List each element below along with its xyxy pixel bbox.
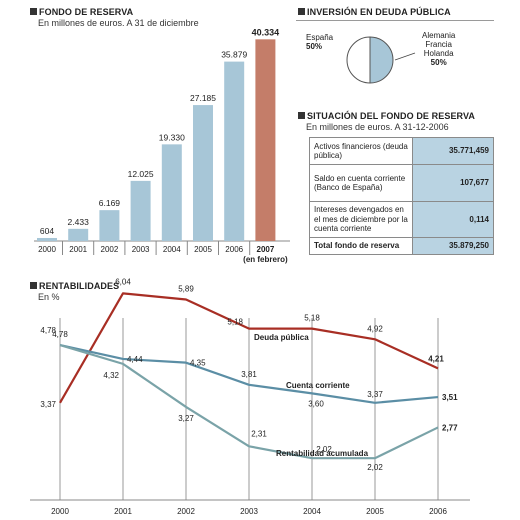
bar-value-label: 12.025 bbox=[128, 169, 154, 179]
data-label: 3,81 bbox=[241, 370, 257, 379]
x-tick-label: 2006 bbox=[429, 507, 447, 516]
data-label: 2,31 bbox=[251, 429, 267, 438]
bullet-square-icon bbox=[298, 112, 305, 119]
bar-2003 bbox=[130, 180, 151, 241]
inversion-pie-chart bbox=[346, 36, 416, 84]
data-label: 5,18 bbox=[227, 318, 243, 327]
inversion-title: INVERSIÓN EN DEUDA PÚBLICA bbox=[298, 7, 451, 17]
data-label: 4,78 bbox=[52, 330, 68, 339]
table-cell-value: 35.879,250 bbox=[412, 237, 494, 255]
bar-2007 bbox=[255, 39, 276, 241]
table-cell-value: 0,114 bbox=[412, 201, 494, 238]
category-note: (en febrero) bbox=[243, 255, 288, 264]
bar-value-label: 27.185 bbox=[190, 93, 216, 103]
x-tick-label: 2003 bbox=[132, 245, 150, 254]
series-name-label: Rentabilidad acumulada bbox=[276, 449, 369, 458]
x-tick-label: 2003 bbox=[240, 507, 258, 516]
pie-label-alemania: Alemania bbox=[422, 31, 456, 40]
table-cell-label: Intereses devengados en el mes de diciem… bbox=[309, 201, 413, 238]
x-tick-label: 2001 bbox=[114, 507, 132, 516]
x-tick-label: 2002 bbox=[177, 507, 195, 516]
table-row-total: Total fondo de reserva 35.879,250 bbox=[309, 237, 494, 255]
data-label: 3,60 bbox=[308, 399, 324, 408]
table-row: Intereses devengados en el mes de diciem… bbox=[309, 201, 494, 238]
bar-2005 bbox=[193, 105, 213, 241]
bar-value-label: 35.879 bbox=[221, 50, 247, 60]
bar-2000 bbox=[37, 237, 57, 241]
series-line-0 bbox=[59, 292, 439, 404]
data-label: 4,21 bbox=[428, 354, 444, 363]
data-label: 4,78 bbox=[40, 326, 56, 335]
x-tick-label: 2000 bbox=[38, 245, 56, 254]
x-tick-label: 2005 bbox=[194, 245, 212, 254]
rentabilidades-title: RENTABILIDADES bbox=[30, 281, 119, 291]
bar-2002 bbox=[99, 210, 120, 241]
x-tick-label: 2006 bbox=[225, 245, 243, 254]
pie-slice-1 bbox=[369, 36, 394, 84]
pie-label-holanda: Holanda bbox=[423, 49, 454, 58]
table-cell-value: 35.771,459 bbox=[412, 137, 494, 165]
series-line-2 bbox=[59, 343, 439, 460]
x-tick-label: 2002 bbox=[101, 245, 119, 254]
pie-leader-line bbox=[394, 52, 416, 61]
data-label: 6,04 bbox=[115, 277, 131, 286]
data-label: 4,44 bbox=[127, 355, 143, 364]
bar-value-label: 6.169 bbox=[99, 198, 121, 208]
x-tick-label: 2000 bbox=[51, 507, 69, 516]
data-label: 5,18 bbox=[304, 314, 320, 323]
data-label: 3,51 bbox=[442, 393, 458, 402]
bar-value-label: 19.330 bbox=[159, 132, 185, 142]
x-tick-label: 2004 bbox=[163, 245, 181, 254]
data-label: 2,02 bbox=[367, 463, 383, 472]
fondo-subtitle: En millones de euros. A 31 de diciembre bbox=[38, 18, 199, 28]
bullet-square-icon bbox=[298, 8, 305, 15]
bar-2004 bbox=[161, 144, 182, 241]
x-tick-label: 2007 bbox=[257, 245, 275, 254]
situacion-subtitle: En millones de euros. A 31-12-2006 bbox=[306, 122, 449, 132]
fondo-bar-chart: 604 2000 2.433 2001 6.169 2002 12.025 2003 19.33… bbox=[34, 27, 290, 264]
data-label: 4,35 bbox=[190, 359, 206, 368]
inversion-title-text: INVERSIÓN EN DEUDA PÚBLICA bbox=[307, 7, 451, 17]
series-name-label: Cuenta corriente bbox=[286, 381, 350, 390]
situacion-table: Activos financieros (deuda pública) 35.7… bbox=[309, 137, 494, 255]
bullet-square-icon bbox=[30, 8, 37, 15]
pie-label-others: Alemania Francia Holanda 50% bbox=[422, 31, 455, 67]
situacion-title-text: SITUACIÓN DEL FONDO DE RESERVA bbox=[307, 111, 476, 121]
bar-2001 bbox=[68, 228, 89, 241]
data-label: 2,77 bbox=[442, 423, 458, 432]
pie-slice-0 bbox=[346, 36, 371, 84]
data-label: 3,37 bbox=[40, 400, 56, 409]
bar-value-label: 2.433 bbox=[68, 217, 90, 227]
situacion-title: SITUACIÓN DEL FONDO DE RESERVA bbox=[298, 111, 475, 121]
data-label: 5,89 bbox=[178, 285, 194, 294]
x-tick-label: 2004 bbox=[303, 507, 321, 516]
pie-label-others-pct: 50% bbox=[430, 58, 447, 67]
pie-label-francia: Francia bbox=[425, 40, 453, 49]
series-line-1 bbox=[59, 343, 439, 404]
bar-value-label: 40.334 bbox=[252, 27, 280, 37]
x-tick-label: 2005 bbox=[366, 507, 384, 516]
inversion-rule bbox=[296, 20, 494, 21]
pie-label-espana: España 50% bbox=[306, 33, 333, 51]
data-label: 2,02 bbox=[316, 445, 332, 454]
rentabilidades-subtitle: En % bbox=[38, 292, 60, 302]
bar-value-label: 604 bbox=[40, 226, 54, 236]
data-label: 4,32 bbox=[103, 371, 119, 380]
fondo-title-text: FONDO DE RESERVA bbox=[39, 7, 134, 17]
x-tick-label: 2001 bbox=[69, 245, 87, 254]
table-cell-value: 107,677 bbox=[412, 164, 494, 202]
bullet-square-icon bbox=[30, 282, 37, 289]
table-cell-label: Total fondo de reserva bbox=[309, 237, 413, 255]
bar-2006 bbox=[224, 61, 245, 242]
fondo-title: FONDO DE RESERVA bbox=[30, 7, 133, 17]
data-label: 4,92 bbox=[367, 324, 383, 333]
data-label: 3,37 bbox=[367, 390, 383, 399]
data-label: 3,27 bbox=[178, 414, 194, 423]
pie-label-espana-pct: 50% bbox=[306, 42, 323, 51]
series-name-label: Deuda pública bbox=[254, 333, 309, 342]
rentabilidades-title-text: RENTABILIDADES bbox=[39, 281, 120, 291]
pie-label-espana-name: España bbox=[306, 33, 334, 42]
